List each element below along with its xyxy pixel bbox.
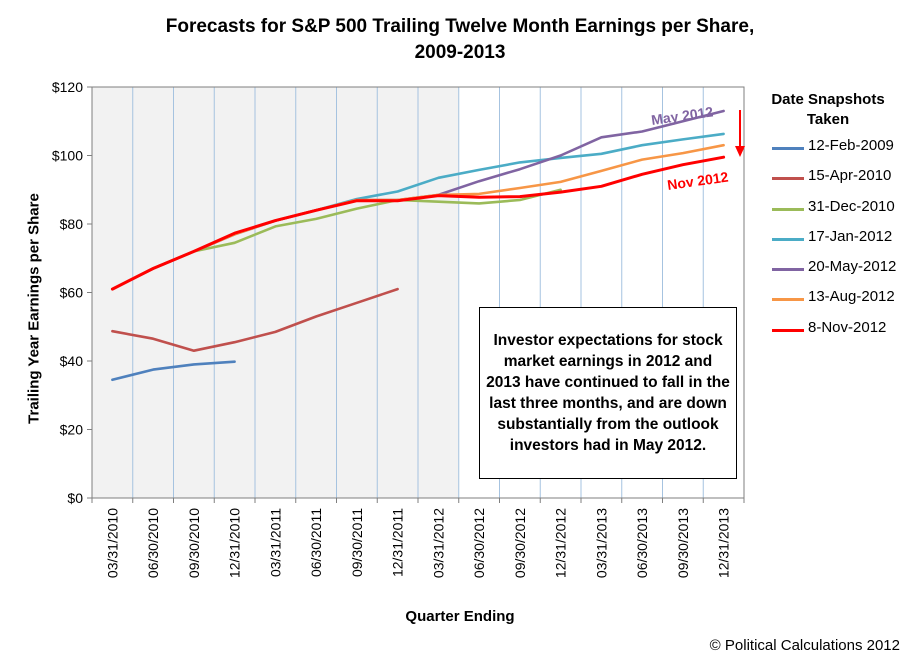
legend-swatch [772,207,804,211]
nov-2012-label: Nov 2012 [666,169,729,193]
y-tick-label: $120 [52,79,83,95]
legend-title: Date Snapshots Taken [771,91,885,128]
legend-label: 13-Aug-2012 [808,288,895,306]
x-tick-label: 03/31/2013 [593,508,609,578]
legend-item: 8-Nov-2012 [768,318,914,348]
legend-item: 31-Dec-2010 [768,197,914,227]
copyright-credit: © Political Calculations 2012 [709,637,900,654]
legend-label: 12-Feb-2009 [808,137,894,154]
legend-item: 13-Aug-2012 [768,287,914,317]
legend-label: 20-May-2012 [808,258,897,276]
x-tick-label: 09/30/2011 [349,508,365,577]
chart-title: Forecasts for S&P 500 Trailing Twelve Mo… [90,14,830,66]
x-axis-label: Quarter Ending [405,608,515,625]
series-line-0 [111,360,236,382]
legend-item: 15-Apr-2010 [768,166,914,196]
shaded-region [92,87,459,498]
legend-item: 20-May-2012 [768,257,914,287]
y-tick-label: $80 [60,216,84,232]
legend-swatch [772,298,804,302]
x-tick-label: 09/30/2013 [675,508,691,578]
legend-label: 31-Dec-2010 [808,197,895,215]
legend-item: 12-Feb-2009 [768,136,914,166]
x-tick-label: 06/30/2012 [471,508,487,578]
legend-label: 17-Jan-2012 [808,227,893,245]
y-tick-label: $100 [52,148,83,164]
legend-swatch [772,147,804,150]
chart-title-line2: 2009-2013 [414,42,506,63]
legend-swatch [772,177,804,181]
legend-swatch [772,328,804,332]
y-tick-label: $40 [60,353,84,369]
series-line-6 [110,155,726,291]
y-tick-label: $60 [60,285,84,301]
legend-swatch [772,268,804,272]
y-tick-label: $0 [67,490,83,506]
x-tick-label: 03/31/2012 [430,508,446,578]
x-tick-label: 06/30/2011 [308,508,324,577]
arrow-head [735,146,745,157]
annotation-text: Investor expectations for stock market e… [486,332,730,454]
series-line-1 [111,287,399,352]
x-tick-label: 03/31/2011 [267,508,283,577]
annotation-box: Investor expectations for stock market e… [479,307,737,479]
x-tick-label: 03/31/2010 [104,508,120,578]
y-tick-label: $20 [60,422,84,438]
chart-title-line1: Forecasts for S&P 500 Trailing Twelve Mo… [165,16,755,37]
legend-label: 8-Nov-2012 [808,318,887,336]
legend-label: 15-Apr-2010 [808,167,892,185]
y-axis-label: Trailing Year Earnings per Share [25,193,43,424]
x-tick-label: 09/30/2012 [512,508,528,578]
legend-items: 12-Feb-2009 15-Apr-2010 31-Dec-2010 17-Jan-… [768,136,914,348]
x-tick-label: 12/31/2010 [227,508,243,578]
legend-item: 17-Jan-2012 [768,227,914,257]
legend: Date Snapshots Taken 12-Feb-2009 15-Apr-2… [768,90,914,348]
x-tick-label: 06/30/2013 [634,508,650,578]
x-tick-label: 09/30/2010 [186,508,202,578]
x-tick-label: 12/31/2012 [553,508,569,578]
x-tick-label: 06/30/2010 [145,508,161,578]
may-2012-label: May 2012 [650,103,714,128]
x-tick-label: 12/31/2013 [716,508,732,578]
x-tick-label: 12/31/2011 [390,508,406,577]
legend-swatch [772,237,804,241]
